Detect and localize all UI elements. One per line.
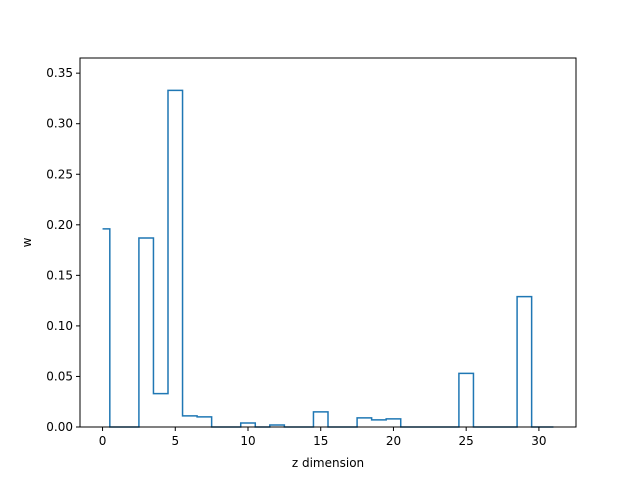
- y-tick-label: 0.15: [46, 268, 73, 282]
- y-tick-label: 0.20: [46, 218, 73, 232]
- plot-frame: [79, 57, 577, 428]
- y-tick-label: 0.35: [46, 66, 73, 80]
- x-tick-label: 15: [313, 434, 328, 448]
- x-tick-label: 0: [99, 434, 107, 448]
- x-tick-label: 20: [386, 434, 401, 448]
- x-axis-label: z dimension: [292, 456, 364, 470]
- y-axis-label: w: [20, 237, 34, 247]
- y-tick-label: 0.00: [46, 420, 73, 434]
- x-tick-label: 25: [459, 434, 474, 448]
- x-tick-label: 30: [531, 434, 546, 448]
- y-tick-label: 0.05: [46, 369, 73, 383]
- y-tick-label: 0.25: [46, 167, 73, 181]
- x-tick-label: 5: [171, 434, 179, 448]
- x-tick-label: 10: [240, 434, 255, 448]
- series-0-line: [102, 89, 554, 428]
- y-tick-label: 0.30: [46, 117, 73, 131]
- y-tick-label: 0.10: [46, 319, 73, 333]
